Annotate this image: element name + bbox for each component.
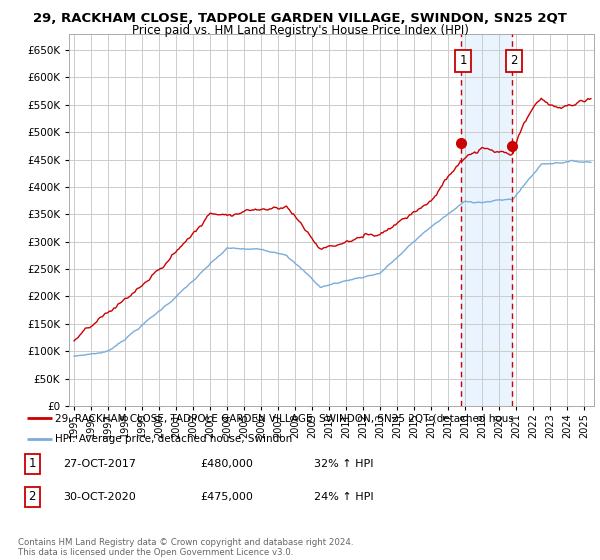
Text: Contains HM Land Registry data © Crown copyright and database right 2024.
This d: Contains HM Land Registry data © Crown c… xyxy=(18,538,353,557)
Text: 2: 2 xyxy=(511,54,518,68)
Text: 1: 1 xyxy=(460,54,467,68)
Text: 32% ↑ HPI: 32% ↑ HPI xyxy=(314,459,374,469)
Text: 27-OCT-2017: 27-OCT-2017 xyxy=(64,459,137,469)
Text: Price paid vs. HM Land Registry's House Price Index (HPI): Price paid vs. HM Land Registry's House … xyxy=(131,24,469,36)
Text: 2: 2 xyxy=(29,490,36,503)
Text: 24% ↑ HPI: 24% ↑ HPI xyxy=(314,492,374,502)
Text: £475,000: £475,000 xyxy=(200,492,253,502)
Text: 29, RACKHAM CLOSE, TADPOLE GARDEN VILLAGE, SWINDON, SN25 2QT (detached hous: 29, RACKHAM CLOSE, TADPOLE GARDEN VILLAG… xyxy=(55,413,514,423)
Text: £480,000: £480,000 xyxy=(200,459,253,469)
Text: HPI: Average price, detached house, Swindon: HPI: Average price, detached house, Swin… xyxy=(55,434,292,444)
Text: 30-OCT-2020: 30-OCT-2020 xyxy=(64,492,136,502)
Bar xyxy=(461,34,512,406)
Text: 1: 1 xyxy=(29,457,36,470)
Text: 29, RACKHAM CLOSE, TADPOLE GARDEN VILLAGE, SWINDON, SN25 2QT: 29, RACKHAM CLOSE, TADPOLE GARDEN VILLAG… xyxy=(33,12,567,25)
